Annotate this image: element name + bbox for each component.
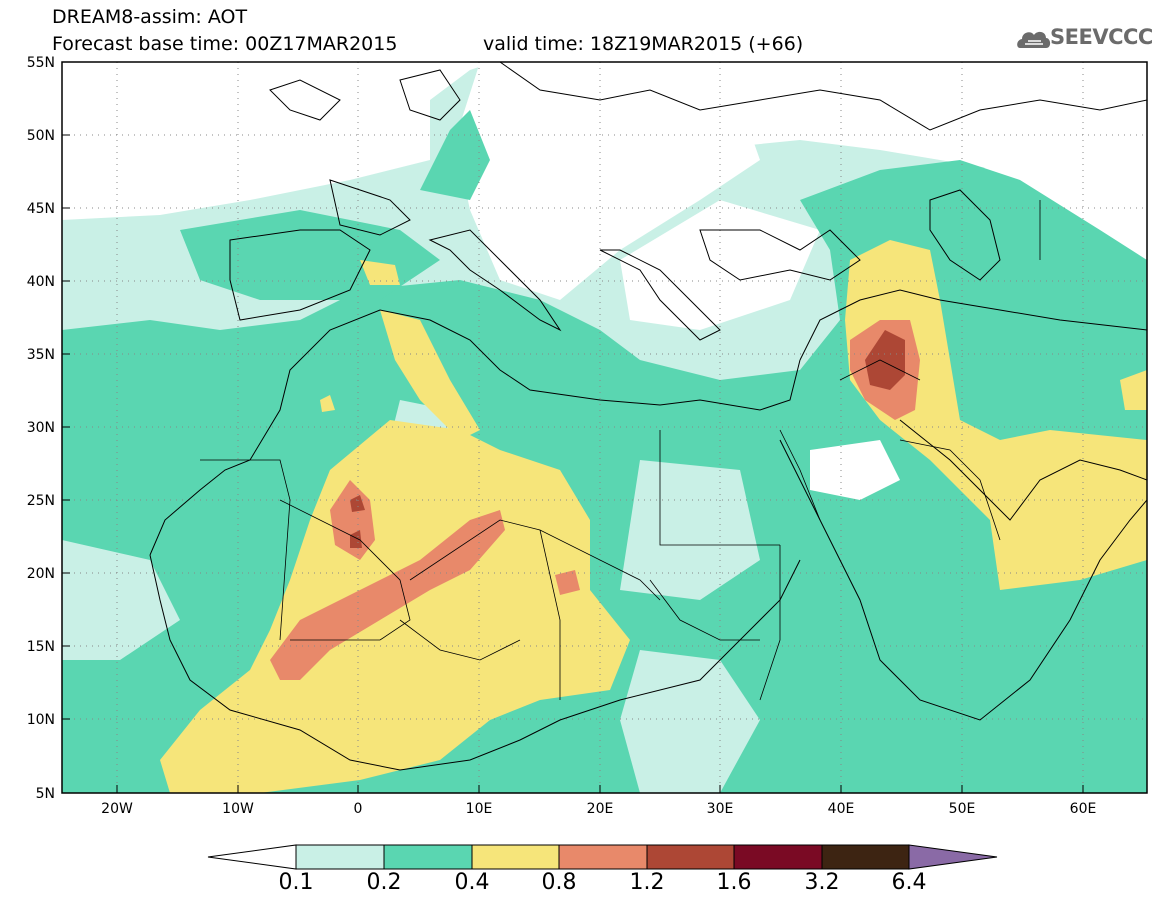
aot-field — [62, 62, 1147, 793]
colorbar-label: 1.2 — [629, 870, 665, 895]
colorbar-label: 0.2 — [366, 870, 402, 895]
forecast-base-time: Forecast base time: 00Z17MAR2015 — [52, 33, 398, 55]
lat-label: 55N — [27, 55, 55, 71]
colorbar-label: 0.4 — [454, 870, 490, 895]
valid-time: valid time: 18Z19MAR2015 (+66) — [483, 33, 804, 55]
lon-label: 20W — [101, 801, 133, 817]
colorbar-label: 6.4 — [891, 870, 927, 895]
colorbar-label: 1.6 — [716, 870, 752, 895]
coastlines — [149, 62, 1147, 771]
map-title: DREAM8-assim: AOT — [52, 6, 248, 28]
lat-label: 10N — [27, 712, 55, 728]
lon-label: 10W — [222, 801, 254, 817]
colorbar-label: 0.8 — [541, 870, 577, 895]
colorbar-label: 0.1 — [278, 870, 314, 895]
lat-label: 35N — [27, 347, 55, 363]
lat-label: 15N — [27, 639, 55, 655]
cloud-icon — [1017, 31, 1051, 48]
lon-label: 60E — [1070, 801, 1097, 817]
lon-label: 40E — [828, 801, 855, 817]
map-grid — [62, 62, 1147, 793]
logo-text: SEEVCCC — [1050, 25, 1153, 49]
lon-label: 20E — [587, 801, 614, 817]
lon-label: 10E — [466, 801, 493, 817]
lat-label: 25N — [27, 493, 55, 509]
lon-label: 30E — [707, 801, 734, 817]
lat-label: 30N — [27, 420, 55, 436]
lat-label: 5N — [36, 786, 55, 802]
lon-label: 50E — [949, 801, 976, 817]
lat-label: 45N — [27, 201, 55, 217]
borders — [200, 200, 1041, 701]
lon-label: 0 — [354, 801, 363, 817]
lat-label: 20N — [27, 566, 55, 582]
lat-label: 40N — [27, 274, 55, 290]
colorbar-label: 3.2 — [804, 870, 840, 895]
lat-label: 50N — [27, 128, 55, 144]
